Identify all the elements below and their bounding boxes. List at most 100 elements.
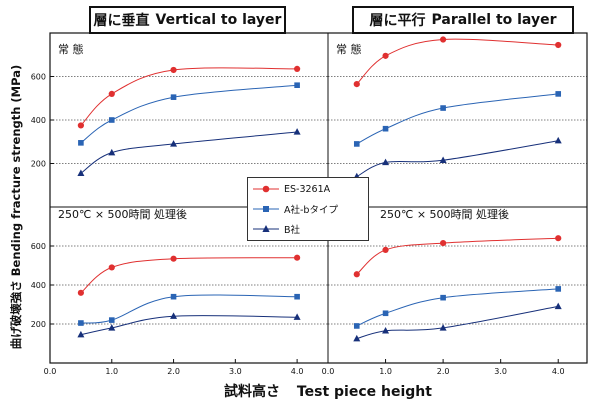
data-point-b-sha xyxy=(353,334,361,342)
y-axis-label: 曲げ破壊強さ Bending fracture strength (MPa) xyxy=(8,65,24,350)
column-title-vertical: 層に垂直 Vertical to layer xyxy=(89,6,286,34)
panel-label: 250℃ × 500時間 処理後 xyxy=(380,207,509,221)
x-tick-label: 4.0 xyxy=(552,367,565,376)
data-point-a-sha xyxy=(353,323,360,329)
x-tick-label: 4.0 xyxy=(291,367,304,376)
series-line-es3261a xyxy=(80,257,298,294)
data-point-a-sha xyxy=(170,293,177,300)
data-point-b-sha xyxy=(108,148,116,156)
data-point-a-sha xyxy=(382,310,389,317)
column-title-parallel: 層に平行 Parallel to layer xyxy=(352,6,574,34)
panel-top-right: 常 態 xyxy=(328,36,587,180)
x-tick-label: 0.0 xyxy=(322,367,335,376)
y-tick-label: 600 xyxy=(31,242,46,251)
x-tick-label: 2.0 xyxy=(167,367,180,376)
data-point-a-sha xyxy=(108,317,115,323)
data-point-es3261a xyxy=(294,65,301,72)
data-point-b-sha xyxy=(170,140,178,147)
column-title-vertical-jp: 層に垂直 xyxy=(93,13,150,29)
series-line-es3261a xyxy=(356,237,559,275)
data-point-a-sha xyxy=(294,293,300,300)
data-point-b-sha xyxy=(77,330,85,338)
data-point-b-sha xyxy=(77,169,85,176)
legend-label-es3261a: ES-3261A xyxy=(284,183,331,195)
panel-label: 250℃ × 500時間 処理後 xyxy=(58,207,187,221)
x-tick-label: 3.0 xyxy=(494,367,507,376)
x-tick-label: 2.0 xyxy=(437,367,450,376)
data-point-b-sha xyxy=(439,324,447,331)
y-tick-label: 600 xyxy=(31,73,46,82)
series-line-es3261a xyxy=(356,38,559,85)
x-axis-label-en: Test piece height xyxy=(296,384,432,400)
data-point-a-sha xyxy=(555,91,562,97)
data-point-es3261a xyxy=(440,239,447,247)
legend-item-a-sha: A社-bタイプ xyxy=(252,202,338,216)
panel-bottom-left: 250℃ × 500時間 処理後 xyxy=(50,207,328,338)
x-tick-label: 3.0 xyxy=(229,367,242,376)
data-point-es3261a xyxy=(108,90,115,97)
y-axis-label-en: Bending fracture strength (MPa) xyxy=(9,64,23,277)
y-tick-label: 200 xyxy=(31,160,46,169)
panel-top-left: 常 態 xyxy=(50,42,328,176)
y-tick-label: 400 xyxy=(31,281,46,290)
legend-label-a-sha: A社-bタイプ xyxy=(284,205,338,216)
legend-item-es3261a: ES-3261A xyxy=(252,182,330,196)
data-point-b-sha xyxy=(554,136,562,144)
data-point-a-sha xyxy=(78,320,84,326)
data-point-a-sha xyxy=(440,105,446,111)
data-point-es3261a xyxy=(353,81,360,88)
x-tick-label: 1.0 xyxy=(379,367,392,376)
data-point-a-sha xyxy=(78,140,84,146)
data-point-a-sha xyxy=(555,286,562,292)
panel-bottom-right: 250℃ × 500時間 処理後 xyxy=(328,207,587,342)
data-point-b-sha xyxy=(170,312,178,319)
data-point-es3261a xyxy=(108,264,115,271)
data-point-a-sha xyxy=(108,117,115,123)
legend: ES-3261A A社-bタイプ B社 xyxy=(247,177,369,241)
series-line-a-sha xyxy=(80,294,298,324)
data-point-es3261a xyxy=(382,246,389,253)
data-point-es3261a xyxy=(555,235,562,242)
data-point-es3261a xyxy=(555,41,562,49)
series-line-b-sha xyxy=(356,305,559,340)
plot-border xyxy=(49,32,588,364)
data-point-a-sha xyxy=(440,294,446,301)
x-axis-label-jp: 試料高さ xyxy=(224,384,281,400)
y-tick-label: 200 xyxy=(31,320,46,329)
legend-marker-square-icon xyxy=(253,206,279,212)
data-point-a-sha xyxy=(382,125,389,132)
x-tick-label: 1.0 xyxy=(105,367,118,376)
data-point-a-sha xyxy=(170,94,177,100)
data-point-b-sha xyxy=(382,158,390,166)
data-point-b-sha xyxy=(293,128,301,135)
data-point-es3261a xyxy=(170,255,177,262)
series-line-b-sha xyxy=(356,140,559,177)
x-axis-label: 試料高さ Test piece height xyxy=(218,381,438,401)
data-point-es3261a xyxy=(440,36,447,43)
data-point-b-sha xyxy=(382,327,390,334)
series-line-b-sha xyxy=(80,315,298,336)
data-point-es3261a xyxy=(77,122,84,129)
data-point-a-sha xyxy=(294,82,300,88)
data-point-es3261a xyxy=(77,289,84,296)
panel-label: 常 態 xyxy=(336,42,362,56)
column-title-parallel-en: Parallel to layer xyxy=(431,12,557,28)
data-point-b-sha xyxy=(439,156,447,163)
data-point-b-sha xyxy=(554,302,562,310)
legend-label-b-sha: B社 xyxy=(284,225,301,236)
series-line-a-sha xyxy=(80,84,298,144)
panel-label: 常 態 xyxy=(58,42,84,56)
series-line-a-sha xyxy=(356,288,559,327)
series-line-a-sha xyxy=(356,93,559,145)
legend-marker-circle-icon xyxy=(253,185,279,193)
y-axis-label-jp: 曲げ破壊強さ xyxy=(9,280,23,350)
column-title-parallel-jp: 層に平行 xyxy=(369,13,426,29)
y-tick-label: 400 xyxy=(31,116,46,125)
data-point-b-sha xyxy=(293,313,301,320)
data-point-b-sha xyxy=(108,324,116,331)
series-line-es3261a xyxy=(80,67,298,126)
data-point-es3261a xyxy=(170,66,177,74)
legend-item-b-sha: B社 xyxy=(252,222,300,236)
